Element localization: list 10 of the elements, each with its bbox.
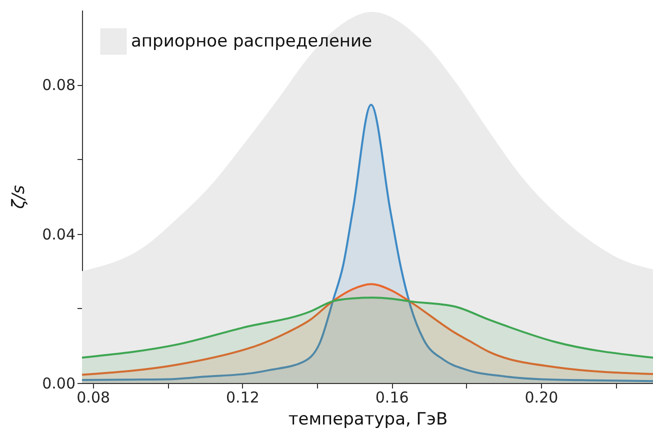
x-tick-label: 0.08 [76,388,110,406]
legend-label: априорное распределение [131,32,372,52]
x-tick-label: 0.20 [524,388,558,406]
y-axis-title: ζ/s [9,184,30,210]
x-tick-label: 0.16 [375,388,409,406]
y-tick-label: 0.08 [42,76,76,94]
y-tick-label: 0.00 [42,374,76,392]
x-axis-title: температура, ГэВ [288,410,448,430]
y-tick-label: 0.04 [42,225,76,244]
x-tick-label: 0.12 [226,388,260,406]
